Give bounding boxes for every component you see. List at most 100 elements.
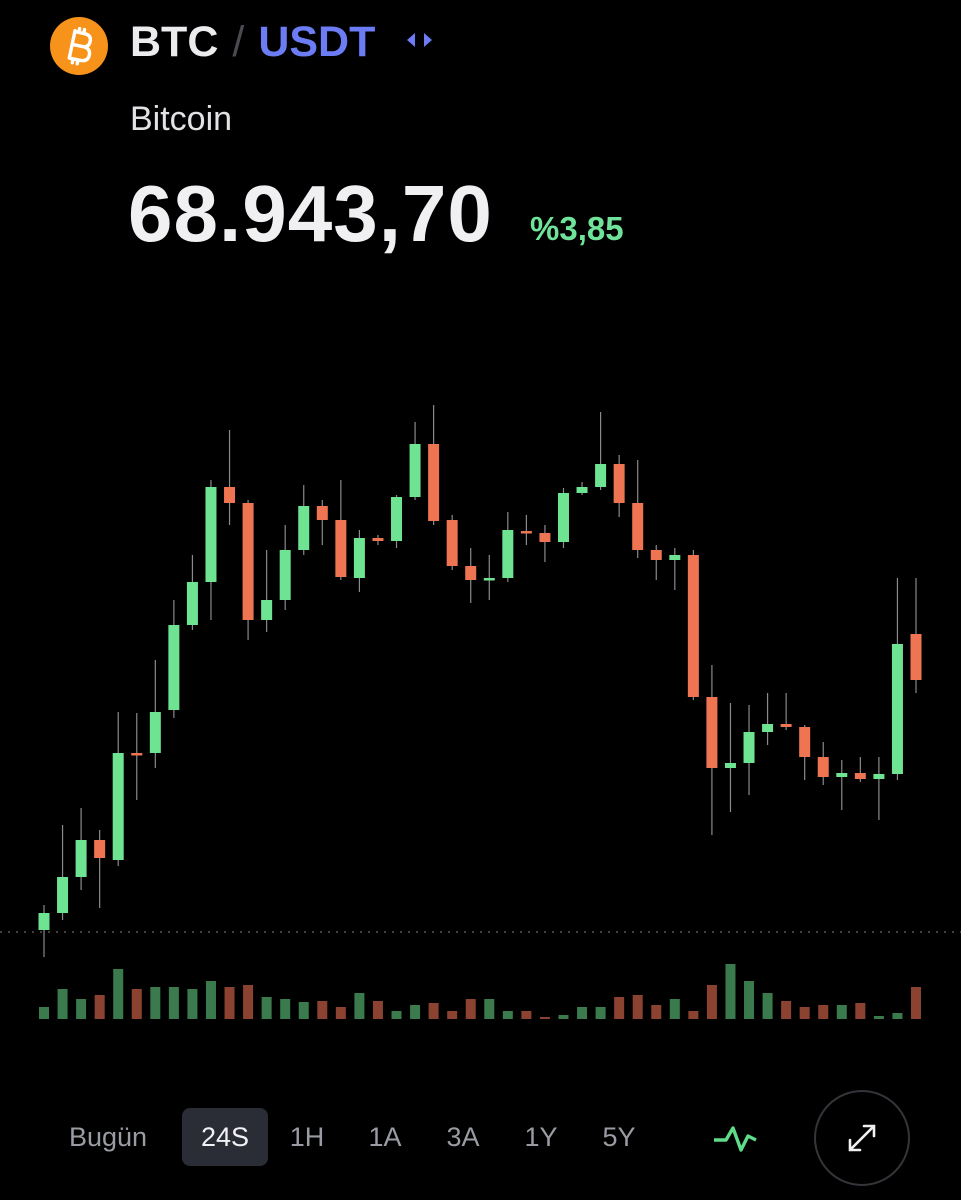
volume-bar	[892, 1013, 903, 1019]
volume-bar	[76, 999, 87, 1019]
candle-body	[465, 566, 477, 580]
candle-body	[112, 753, 124, 860]
candle-body	[891, 644, 903, 774]
volume-bar	[651, 1005, 662, 1019]
volume-bar	[484, 999, 495, 1019]
volume-bar	[818, 1005, 829, 1019]
swap-icon[interactable]	[407, 33, 432, 47]
candle-body	[316, 506, 328, 520]
quote-symbol[interactable]: USDT	[258, 17, 376, 66]
candle-body	[483, 578, 495, 581]
candle-body	[446, 520, 458, 566]
range-tab[interactable]: 3A	[446, 1122, 480, 1152]
candle-body	[186, 582, 198, 625]
candle-body	[724, 763, 736, 768]
volume-bar	[799, 1007, 810, 1019]
plot	[38, 405, 922, 1019]
candle-body	[372, 538, 384, 541]
candle-body	[428, 444, 440, 521]
range-tab[interactable]: 1Y	[524, 1122, 558, 1152]
candle-body	[242, 503, 254, 620]
candle-body	[613, 464, 625, 503]
candle-body	[762, 724, 774, 732]
volume-bar	[261, 997, 272, 1019]
candle-body	[669, 555, 681, 560]
candle-body	[910, 634, 922, 680]
volume-bar	[335, 1007, 346, 1019]
candle-body	[576, 487, 588, 493]
candle-body	[595, 464, 607, 487]
candle-body	[502, 530, 514, 578]
volume-bar	[688, 1011, 699, 1019]
candle-body	[149, 712, 161, 753]
volume-bar	[131, 989, 142, 1019]
candle-body	[780, 724, 792, 727]
volume-bar	[465, 999, 476, 1019]
coin-name: Bitcoin	[130, 100, 233, 138]
range-tab[interactable]: 1H	[289, 1122, 325, 1152]
candle-body	[224, 487, 236, 503]
chart-style-icon[interactable]	[714, 1126, 757, 1152]
volume-bar	[744, 981, 755, 1019]
volume-bar	[502, 1011, 513, 1019]
range-tabs: Bugün 24S 1H 1A 3A 1Y 5Y	[60, 1108, 658, 1166]
candle-body	[38, 913, 50, 930]
volume-bar	[224, 987, 235, 1019]
volume-bar	[94, 995, 105, 1019]
volume-bar	[873, 1016, 884, 1019]
volume-bar	[57, 989, 68, 1019]
separator: /	[232, 17, 245, 66]
range-tab[interactable]: 5Y	[602, 1122, 636, 1152]
candle-body	[279, 550, 291, 600]
candle-body	[743, 732, 755, 763]
volume-bar	[354, 993, 365, 1019]
volume-bar	[725, 964, 736, 1019]
pair: BTC / USDT	[130, 14, 375, 70]
range-tab[interactable]: 1A	[368, 1122, 402, 1152]
volume-bar	[632, 995, 643, 1019]
volume-bar	[298, 1002, 309, 1019]
volume-bar	[428, 1003, 439, 1019]
candle-body	[650, 550, 662, 560]
volume-bar	[410, 1005, 421, 1019]
volume-bar	[911, 987, 921, 1019]
candle-body	[854, 773, 866, 779]
range-tab[interactable]: 24S	[182, 1108, 268, 1166]
volume-bar	[168, 987, 179, 1019]
volume-bar	[595, 1007, 606, 1019]
price-change: %3,85	[530, 210, 624, 247]
volume-bar	[205, 981, 216, 1019]
candle-body	[298, 506, 310, 550]
candle-body	[799, 727, 811, 757]
coin-icon	[50, 17, 108, 75]
candle-body	[205, 487, 217, 582]
volume-bar	[836, 1005, 847, 1019]
candle-body	[706, 697, 718, 768]
volume-bar	[317, 1001, 328, 1019]
volume-bar	[447, 1011, 458, 1019]
volume-bar	[113, 969, 124, 1019]
volume-bar	[243, 985, 254, 1019]
volume-bar	[39, 1007, 49, 1019]
candle-body	[57, 877, 69, 913]
candle-body	[539, 533, 551, 542]
range-tab[interactable]: Bugün	[68, 1122, 148, 1152]
candle-body	[873, 774, 885, 779]
volume-bar	[706, 985, 717, 1019]
candle-body	[75, 840, 87, 877]
volume-bar	[762, 993, 773, 1019]
volume-bar	[521, 1011, 532, 1019]
candle-body	[409, 444, 421, 497]
candle-body	[520, 531, 532, 534]
fullscreen-button[interactable]	[814, 1090, 910, 1186]
volume-bar	[781, 1001, 792, 1019]
candle-body	[168, 625, 180, 710]
price: 68.943,70	[128, 169, 493, 258]
volume-bar	[391, 1011, 402, 1019]
candle-body	[391, 497, 403, 541]
candle-body	[261, 600, 273, 620]
candle-body	[557, 493, 569, 542]
base-symbol: BTC	[130, 17, 219, 66]
